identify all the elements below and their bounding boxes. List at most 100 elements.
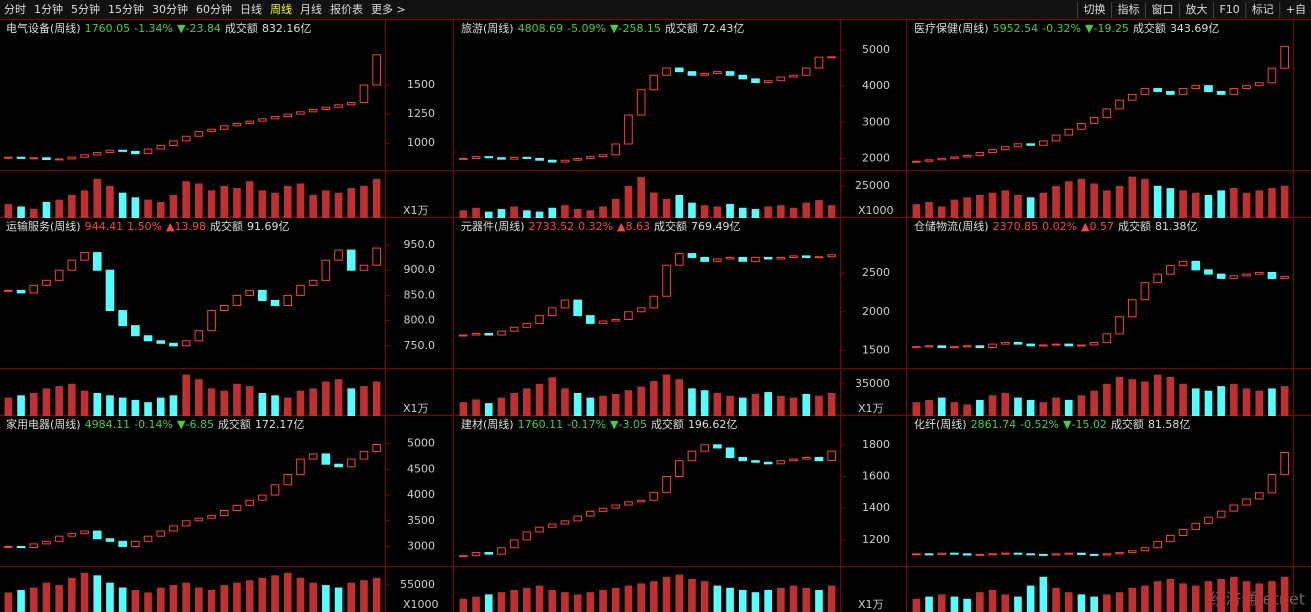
candle (1178, 88, 1188, 95)
volume-bar (1064, 181, 1073, 218)
volume-bar (42, 388, 51, 416)
timeframe-tab[interactable]: 分时 (4, 3, 26, 16)
candle (674, 253, 684, 266)
volume-bar (1255, 583, 1264, 612)
candle (359, 84, 369, 104)
volume-bar (815, 395, 823, 416)
candle (738, 74, 748, 80)
volume-bar (912, 598, 921, 612)
candle (105, 269, 115, 312)
timeframe-tab[interactable]: 更多 > (371, 2, 406, 16)
candle (16, 156, 26, 159)
volume-bar (535, 383, 544, 416)
panel-header: 元器件(周线) 2733.52 0.32% ▲8.63 成交额 769.49亿 (461, 219, 741, 233)
timeframe-tab[interactable]: 1分钟 (34, 2, 63, 16)
header-price: 1760.05 (85, 22, 131, 35)
candle (484, 156, 494, 159)
volume-unit: X1000 (403, 598, 439, 611)
candle (1166, 90, 1175, 95)
candle (42, 540, 51, 545)
candle (181, 340, 191, 347)
candle (1127, 299, 1137, 318)
candle (1166, 265, 1175, 275)
panel-header: 建材(周线) 1760.11 -0.17% ▼-3.05 成交额 196.62亿 (461, 417, 737, 431)
volume-bar (1141, 178, 1149, 218)
candle (118, 149, 127, 152)
y-tick-label: 750.0 (404, 339, 436, 352)
candle (662, 67, 671, 76)
header-delta: ▼-15.02 (1063, 418, 1107, 431)
candle (1000, 552, 1010, 555)
volume-bar (106, 582, 114, 612)
candle (258, 118, 267, 122)
candle (245, 289, 254, 296)
volume-bar (106, 185, 114, 218)
volume-bar (1230, 383, 1238, 416)
volume-bar (1064, 592, 1073, 612)
timeframe-tab[interactable]: 月线 (300, 2, 322, 16)
volume-bar (637, 386, 645, 416)
header-title: 运输服务(周线) (6, 219, 81, 233)
volume-bar (497, 209, 506, 218)
volume-bar (1255, 190, 1264, 218)
volume-bar (1280, 386, 1289, 416)
toolbar-button[interactable]: 指标 (1117, 2, 1139, 16)
volume-bar (156, 587, 165, 612)
candle (713, 258, 722, 262)
timeframe-tab[interactable]: 30分钟 (152, 2, 188, 16)
toolbar-button[interactable]: 切换 (1083, 2, 1105, 16)
toolbar-button[interactable]: F10 (1219, 3, 1239, 16)
candle (131, 325, 140, 337)
candle (54, 535, 64, 542)
candle (1153, 88, 1162, 92)
candle (1089, 341, 1099, 346)
volume-bar (245, 386, 254, 416)
candle (1280, 45, 1289, 69)
volume-bar (700, 205, 709, 218)
header-turnover_label: 成交额 (1133, 21, 1166, 35)
timeframe-tab[interactable]: 日线 (240, 2, 262, 16)
timeframe-tab[interactable]: 5分钟 (71, 2, 100, 16)
candle (54, 158, 64, 161)
candle (1267, 67, 1277, 84)
volume-bar (347, 582, 356, 612)
volume-bar (713, 393, 722, 416)
volume-unit: X1000 (858, 204, 894, 217)
volume-bar (764, 392, 772, 416)
volume-bar (1026, 399, 1035, 416)
volume-unit: X1万 (858, 598, 884, 611)
toolbar-button[interactable]: 窗口 (1151, 2, 1173, 16)
candle (29, 284, 39, 294)
timeframe-tab[interactable]: 报价表 (330, 2, 363, 16)
header-change: -0.14% (134, 418, 173, 431)
timeframe-tab[interactable]: 15分钟 (108, 2, 144, 16)
volume-bar (360, 386, 368, 416)
volume-bar (459, 598, 468, 612)
candle (296, 284, 305, 296)
toolbar-button[interactable]: 放大 (1185, 2, 1207, 16)
volume-bar (1090, 390, 1098, 416)
candle (662, 264, 671, 297)
volume-bar (510, 590, 518, 612)
candle (471, 552, 481, 557)
volume-bar (1052, 587, 1060, 612)
header-turnover: 81.58亿 (1148, 418, 1191, 431)
candle (67, 259, 77, 271)
candle (1089, 117, 1099, 124)
toolbar-button[interactable]: 标记 (1252, 2, 1274, 16)
volume-bar (1014, 397, 1022, 416)
volume-bar (1255, 390, 1264, 416)
timeframe-tab[interactable]: 周线 (270, 2, 292, 16)
volume-bar (1230, 188, 1238, 218)
volume-bar (726, 587, 734, 612)
volume-bar (738, 397, 747, 416)
toolbar-button[interactable]: +自 (1286, 3, 1306, 16)
candle (598, 154, 608, 158)
volume-bar (258, 190, 267, 218)
timeframe-tab[interactable]: 60分钟 (196, 2, 232, 16)
volume-bar (777, 587, 785, 612)
candle (751, 460, 760, 463)
candle (219, 125, 229, 130)
volume-bar (1090, 183, 1098, 218)
